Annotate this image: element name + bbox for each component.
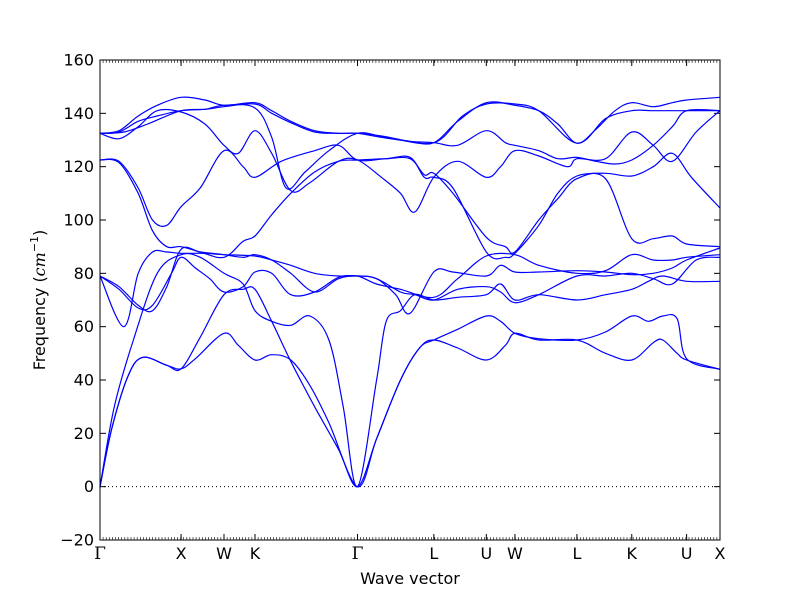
- y-axis-title-close: ): [30, 230, 49, 236]
- phonon-branches: [99, 96, 721, 488]
- y-axis-title: Frequency (cm−1): [28, 230, 49, 371]
- branch-line-5: [99, 246, 721, 313]
- x-tick-label: X: [715, 544, 726, 563]
- y-tick-label: 60: [74, 317, 94, 336]
- y-axis-title-main: Frequency (: [30, 276, 49, 370]
- branch-line-6: [99, 249, 721, 328]
- x-tick-label: L: [572, 544, 581, 563]
- x-tick-label: W: [216, 544, 232, 563]
- branch-line-7: [99, 144, 721, 260]
- branch-line-2: [99, 286, 721, 488]
- x-tick-label: X: [176, 544, 187, 563]
- y-tick-label: 120: [63, 157, 94, 176]
- y-tick-label: −20: [60, 531, 94, 550]
- branch-line-12: [99, 102, 720, 190]
- x-tick-label: L: [429, 544, 438, 563]
- x-tick-label: K: [250, 544, 261, 563]
- y-tick-label: 20: [74, 424, 94, 443]
- y-axis-title-exponent: −1: [28, 236, 41, 252]
- y-tick-label: 160: [63, 51, 94, 70]
- x-tick-label: W: [507, 544, 523, 563]
- plot-background: [100, 60, 720, 540]
- y-tick-labels: −20 0 20 40 60 80 100 120 140 160: [60, 51, 94, 550]
- y-tick-label: 100: [63, 211, 94, 230]
- y-tick-label: 140: [63, 104, 94, 123]
- x-tick-label: Γ: [352, 544, 364, 564]
- x-axis-title: Wave vector: [360, 569, 460, 588]
- x-tick-label: K: [627, 544, 638, 563]
- y-tick-label: 40: [74, 371, 94, 390]
- x-tick-label: U: [681, 544, 693, 563]
- branch-line-9: [99, 108, 721, 213]
- plot-frame: [99, 59, 721, 541]
- x-tick-label: Γ: [94, 544, 106, 564]
- x-tick-label: U: [480, 544, 492, 563]
- y-axis-title-unit: cm: [30, 252, 49, 276]
- y-tick-label: 0: [84, 477, 94, 496]
- y-tick-label: 80: [74, 264, 94, 283]
- branch-line-8: [99, 156, 721, 259]
- branch-line-3: [99, 252, 721, 488]
